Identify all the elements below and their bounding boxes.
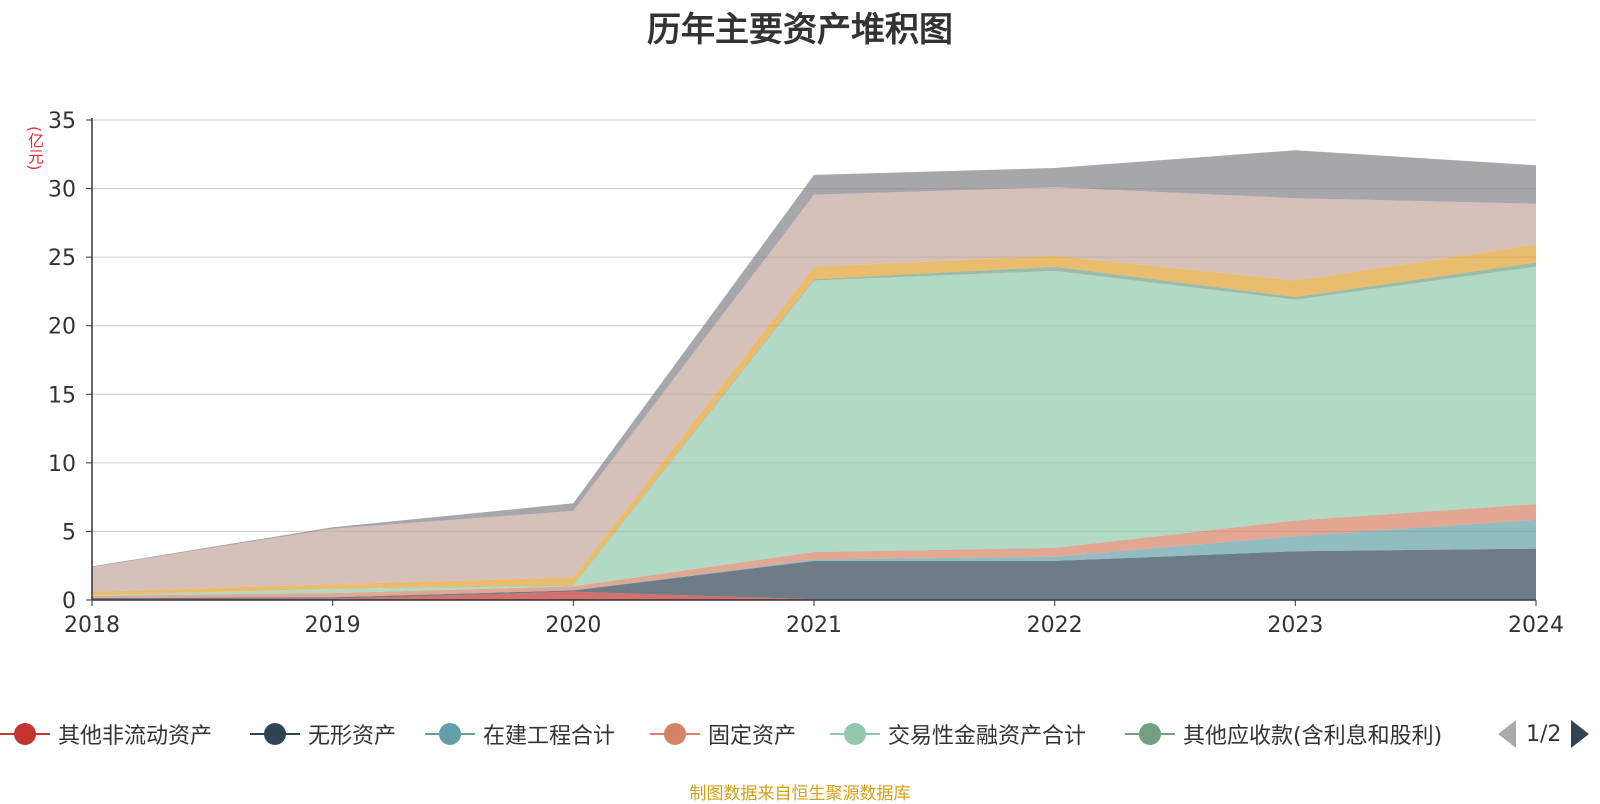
y-tick-label: 5 bbox=[62, 520, 76, 545]
x-tick-label: 2024 bbox=[1508, 613, 1564, 638]
legend-item[interactable]: 在建工程合计 bbox=[425, 716, 615, 752]
y-axis-unit-label: (亿元) bbox=[25, 125, 44, 171]
stacked-area-chart: 0 5 10 15 20 25 30 35 2018 2019 2020 2021 2022 2023 20… bbox=[48, 109, 1564, 638]
legend-label: 无形资产 bbox=[308, 724, 397, 749]
chart-title: 历年主要资产堆积图 bbox=[647, 10, 953, 50]
area-series-path[interactable] bbox=[92, 591, 1536, 600]
legend-label: 固定资产 bbox=[708, 724, 797, 749]
x-tick-label: 2020 bbox=[545, 613, 601, 638]
legend-marker-icon bbox=[425, 716, 475, 752]
x-tick-label: 2021 bbox=[786, 613, 842, 638]
legend-item[interactable]: 固定资产 bbox=[650, 716, 796, 752]
prev-page-icon[interactable] bbox=[1498, 720, 1516, 748]
legend-item[interactable]: 交易性金融资产合计 bbox=[830, 716, 1086, 752]
legend-marker-icon bbox=[0, 716, 50, 752]
legend-label: 交易性金融资产合计 bbox=[888, 724, 1087, 749]
x-tick-label: 2023 bbox=[1267, 613, 1323, 638]
legend: 其他非流动资产 无形资产 在建工程合计 固定资产 交易性金融资产合计 其他应收款… bbox=[0, 716, 1600, 752]
y-tick-label: 15 bbox=[48, 383, 76, 408]
y-tick-label: 10 bbox=[48, 452, 76, 477]
area-series-path[interactable] bbox=[92, 150, 1536, 568]
legend-item[interactable]: 其他应收款(含利息和股利) bbox=[1125, 716, 1442, 752]
legend-label: 其他应收款(含利息和股利) bbox=[1183, 724, 1443, 749]
y-tick-label: 25 bbox=[48, 246, 76, 271]
legend-marker-icon bbox=[250, 716, 300, 752]
y-tick-label: 20 bbox=[48, 315, 76, 340]
area-series-path[interactable] bbox=[92, 548, 1536, 600]
y-tick-label: 0 bbox=[62, 589, 76, 614]
legend-item[interactable]: 其他非流动资产 bbox=[0, 716, 212, 752]
source-note: 制图数据来自恒生聚源数据库 bbox=[689, 784, 911, 804]
legend-page-indicator: 1/2 bbox=[1526, 721, 1562, 747]
x-tick-label: 2019 bbox=[305, 613, 361, 638]
legend-pager: 1/2 bbox=[1498, 716, 1590, 752]
legend-item[interactable]: 无形资产 bbox=[250, 716, 396, 752]
legend-label: 其他非流动资产 bbox=[58, 724, 213, 749]
area-series[interactable] bbox=[92, 150, 1536, 600]
legend-marker-icon bbox=[1125, 716, 1175, 752]
area-series-path[interactable] bbox=[92, 187, 1536, 592]
area-series-path[interactable] bbox=[92, 244, 1536, 596]
legend-marker-icon bbox=[830, 716, 880, 752]
axes: 0 5 10 15 20 25 30 35 2018 2019 2020 2021 2022 2023 20… bbox=[48, 109, 1564, 638]
area-series-path[interactable] bbox=[92, 266, 1536, 596]
x-tick-label: 2022 bbox=[1027, 613, 1083, 638]
y-tick-label: 35 bbox=[48, 109, 76, 134]
x-tick-label: 2018 bbox=[64, 613, 120, 638]
next-page-icon[interactable] bbox=[1571, 720, 1590, 748]
legend-label: 在建工程合计 bbox=[483, 724, 616, 749]
y-tick-label: 30 bbox=[48, 178, 76, 203]
legend-marker-icon bbox=[650, 716, 700, 752]
